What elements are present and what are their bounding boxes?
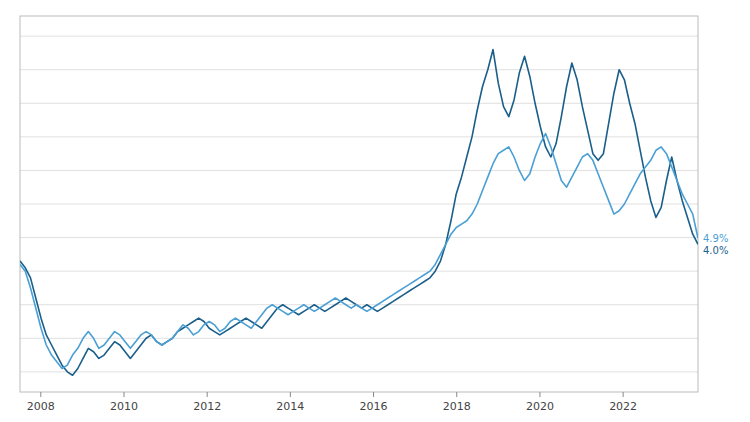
- tick-mark: [290, 392, 291, 397]
- line: [20, 134, 698, 369]
- grid-line: [20, 237, 698, 238]
- grid-line: [20, 371, 698, 372]
- tick-mark: [539, 392, 540, 397]
- tick-label: 2010: [110, 400, 138, 413]
- tick-label: 2012: [193, 400, 221, 413]
- tick-mark: [123, 392, 124, 397]
- tick-mark: [623, 392, 624, 397]
- grid-line: [20, 204, 698, 205]
- grid-line: [20, 69, 698, 70]
- tick-mark: [456, 392, 457, 397]
- grid-line: [20, 136, 698, 137]
- x-axis: 2008 2010 2012 2014 2016 2018 2020 2022: [27, 392, 637, 413]
- grid: [20, 36, 698, 372]
- tick-label: 2020: [526, 400, 554, 413]
- tick-label: 2014: [276, 400, 304, 413]
- grid-line: [20, 271, 698, 272]
- tick-mark: [40, 392, 41, 397]
- tick-label: 2016: [360, 400, 388, 413]
- tick-label: 2008: [27, 400, 55, 413]
- lines: [20, 50, 698, 376]
- annotation: 4.9%: [703, 233, 728, 244]
- line: [20, 50, 698, 376]
- tick-label: 2018: [443, 400, 471, 413]
- grid-line: [20, 103, 698, 104]
- tick-mark: [373, 392, 374, 397]
- grid-line: [20, 304, 698, 305]
- grid-line: [20, 36, 698, 37]
- chart: 2008 2010 2012 2014 2016 2018 2020 2022 4.9%4.0%: [0, 0, 750, 422]
- tick-label: 2022: [609, 400, 637, 413]
- tick-mark: [207, 392, 208, 397]
- annotation: 4.0%: [703, 245, 728, 256]
- plot-frame: [20, 16, 698, 392]
